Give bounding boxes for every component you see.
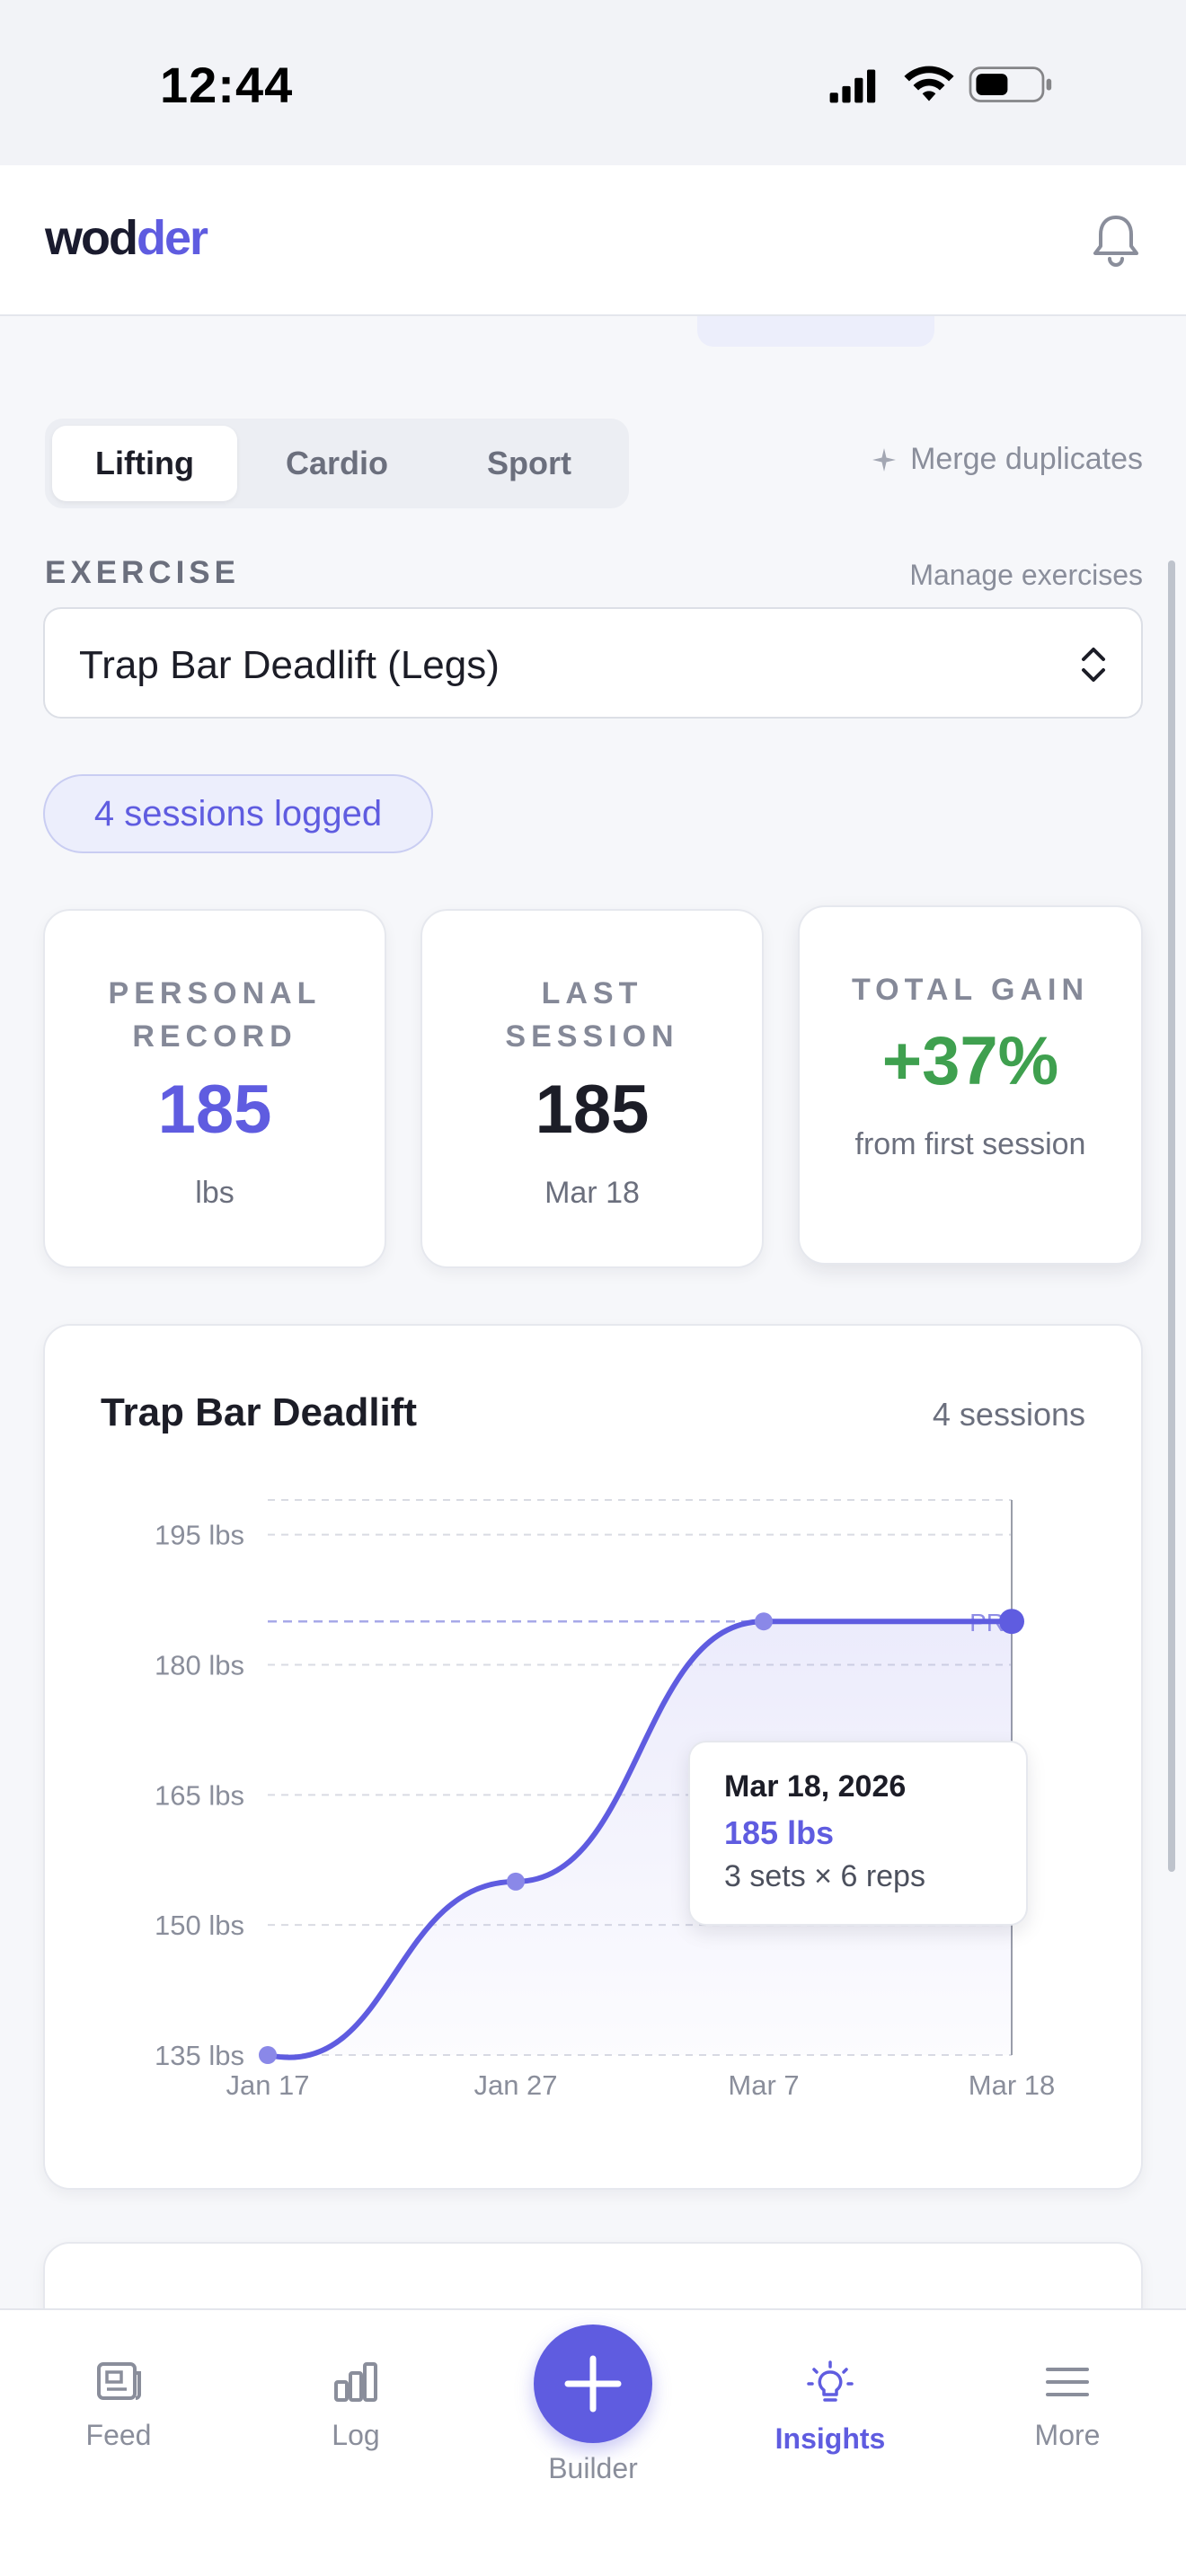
bottom-nav: Feed Log Builder Insights: [0, 2308, 1186, 2576]
status-icons: [829, 66, 1052, 103]
status-time: 12:44: [160, 57, 294, 113]
nav-feed[interactable]: Feed: [29, 2360, 208, 2452]
nav-feed-label: Feed: [85, 2419, 152, 2451]
activity-tabs: Lifting Cardio Sport: [45, 419, 629, 508]
chart-title: Trap Bar Deadlift: [101, 1390, 418, 1434]
scrollbar[interactable]: [1168, 560, 1175, 1872]
nav-log[interactable]: Log: [266, 2360, 446, 2452]
scroll-peek-tab: [697, 316, 934, 347]
chart-sessions-count: 4 sessions: [932, 1396, 1085, 1433]
nav-more[interactable]: More: [978, 2360, 1157, 2452]
signal-icon: [829, 69, 876, 103]
status-bar: 12:44: [0, 0, 1186, 165]
last-session-card: LAST SESSION 185 Mar 18: [420, 909, 764, 1268]
exercise-select-value: Trap Bar Deadlift (Legs): [79, 643, 500, 687]
merge-duplicates-label: Merge duplicates: [910, 442, 1143, 476]
y-tick-label: 195 lbs: [155, 1520, 244, 1551]
personal-record-value: 185: [157, 1072, 272, 1148]
plus-icon: [564, 2355, 622, 2413]
tooltip-value: 185 lbs: [724, 1814, 835, 1851]
x-tick-label: Jan 17: [226, 2069, 309, 2101]
sessions-logged-badge: 4 sessions logged: [43, 774, 433, 853]
series-line: [265, 1619, 1014, 2060]
wifi-icon: [904, 66, 954, 101]
tab-cardio[interactable]: Cardio: [285, 445, 388, 481]
last-session-label: LAST SESSION: [505, 976, 679, 1054]
total-gain-value: +37%: [881, 1023, 1059, 1099]
last-session-date: Mar 18: [544, 1176, 640, 1210]
bell-icon[interactable]: [1091, 212, 1141, 269]
nav-builder-label[interactable]: Builder: [548, 2452, 638, 2484]
tooltip-detail: 3 sets × 6 reps: [724, 1859, 925, 1893]
sparkle-icon: [872, 447, 897, 472]
merge-duplicates-button[interactable]: Merge duplicates: [872, 442, 1143, 477]
tooltip-date: Mar 18, 2026: [724, 1769, 907, 1804]
personal-record-card: PERSONAL RECORD 185 lbs: [43, 909, 386, 1268]
x-tick-label: Mar 7: [728, 2069, 799, 2101]
y-tick-label: 135 lbs: [155, 2040, 244, 2071]
total-gain-card: TOTAL GAIN +37% from first session: [798, 905, 1143, 1265]
lightbulb-icon: [807, 2360, 854, 2402]
data-point: [259, 2046, 277, 2064]
bar-chart-icon: [334, 2362, 377, 2402]
manage-exercises-link[interactable]: Manage exercises: [909, 559, 1143, 591]
y-tick-label: 180 lbs: [155, 1649, 244, 1681]
exercise-section-label: EXERCISE: [45, 555, 240, 590]
feed-icon: [97, 2362, 141, 2400]
tab-lifting[interactable]: Lifting: [52, 426, 237, 501]
data-point: [507, 1872, 525, 1891]
total-gain-label: TOTAL GAIN: [852, 973, 1089, 1007]
x-tick-label: Mar 18: [969, 2069, 1055, 2101]
personal-record-unit: lbs: [195, 1176, 235, 1210]
x-tick-label: Jan 27: [474, 2069, 557, 2101]
chevron-up-down-icon: [1082, 648, 1105, 682]
data-point: [755, 1612, 773, 1631]
last-session-value: 185: [535, 1072, 650, 1148]
nav-insights[interactable]: Insights: [740, 2360, 920, 2456]
progress-chart-card: Trap Bar Deadlift 4 sessions 195 lbs 180 …: [43, 1324, 1143, 2190]
chart-tooltip: Mar 18, 2026 185 lbs 3 sets × 6 reps: [688, 1741, 1028, 1926]
battery-icon: [969, 66, 1052, 102]
exercise-select[interactable]: Trap Bar Deadlift (Legs): [43, 607, 1143, 719]
nav-more-label: More: [1034, 2419, 1101, 2451]
personal-record-label: PERSONAL RECORD: [108, 976, 322, 1054]
app-logo[interactable]: wodder: [45, 210, 208, 266]
logo-text-part1: wod: [45, 211, 138, 265]
total-gain-sub: from first session: [854, 1127, 1086, 1161]
builder-fab-button[interactable]: [534, 2325, 652, 2443]
nav-insights-label: Insights: [774, 2422, 886, 2455]
y-tick-label: 165 lbs: [155, 1779, 244, 1811]
app-header: wodder: [0, 165, 1186, 316]
tab-sport[interactable]: Sport: [487, 445, 571, 481]
y-tick-label: 150 lbs: [155, 1910, 244, 1941]
logo-text-part2: der: [136, 211, 208, 265]
data-point: [999, 1609, 1024, 1635]
area-fill: [268, 1621, 1012, 2058]
nav-log-label: Log: [332, 2419, 380, 2451]
menu-icon: [1046, 2368, 1089, 2396]
